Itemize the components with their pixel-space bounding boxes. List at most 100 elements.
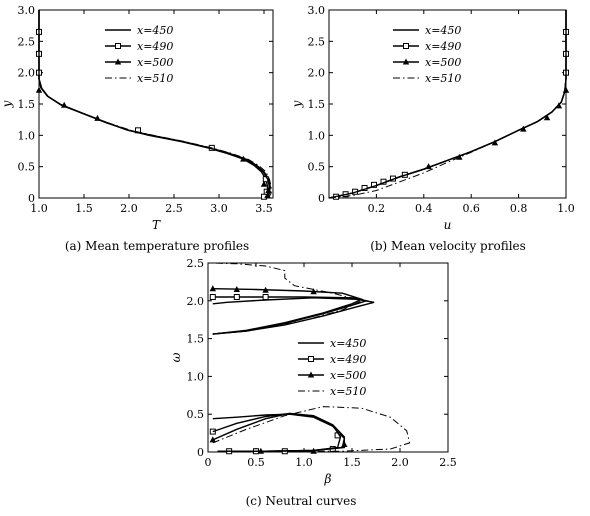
- legend-label-b-2: x=500: [425, 56, 461, 69]
- legend-label-b-3: x=510: [425, 72, 461, 85]
- y-tick-label-b-2: 1.0: [308, 129, 326, 142]
- chart-a: 1.0 1.5 2.0 2.5 3.0 3.5 0 0.5 1.0 1.5 2.0 2.5 3.0 Ty (…: [0, 4, 274, 253]
- marker-triangle-c-4-2: [262, 286, 269, 293]
- caption-c: (c) Neutral curves: [246, 494, 357, 508]
- series-line-a-2: [38, 10, 271, 199]
- marker-triangle-a-2-6: [35, 86, 43, 93]
- series-line-c-0: [212, 297, 375, 335]
- plot-frame-a: [38, 9, 274, 199]
- x-tick-label-b-0: 0.2: [368, 202, 386, 215]
- x-tick-label-c-3: 1.5: [343, 456, 361, 469]
- y-tick-label-a-2: 1.0: [18, 129, 36, 142]
- marker-square-c-2-0: [209, 294, 216, 301]
- series-line-c-4: [212, 288, 364, 335]
- y-axis-label-a: y: [0, 100, 14, 108]
- x-tick-label-a-1: 1.5: [75, 202, 93, 215]
- series-line-a-3: [38, 10, 272, 199]
- marker-triangle-a-2-5: [61, 101, 68, 108]
- legend-label-c-1: x=490: [330, 353, 366, 366]
- legend-label-c-3: x=510: [330, 385, 366, 398]
- x-axis-label-a: T: [152, 218, 161, 232]
- legend-label-b-0: x=450: [425, 24, 461, 37]
- y-tick-label-b-4: 2.0: [308, 67, 326, 80]
- x-tick-label-c-1: 0.5: [247, 456, 265, 469]
- marker-triangle-b-2-4: [543, 114, 551, 121]
- y-tick-label-b-0: 0: [318, 192, 325, 205]
- chart-b: 0.2 0.4 0.6 0.8 1.0 0 0.5 1.0 1.5 2.0 2.5 3.0 u y (b) …: [290, 4, 575, 253]
- series-line-c-1: [212, 413, 346, 452]
- series-line-b-2: [328, 10, 567, 199]
- y-tick-label-b-3: 1.5: [308, 98, 326, 111]
- legend-label-c-2: x=500: [330, 369, 366, 382]
- series-line-a-0: [38, 10, 272, 199]
- marker-square-c-legend-1: [308, 356, 314, 362]
- y-tick-label-c-0: 0: [197, 446, 204, 459]
- y-tick-label-b-1: 0.5: [308, 161, 326, 174]
- series-line-a-1: [38, 10, 269, 199]
- marker-triangle-b-2-2: [491, 139, 499, 146]
- marker-triangle-a-2-3: [240, 155, 247, 162]
- x-tick-label-b-2: 0.6: [462, 202, 480, 215]
- series-line-c-5: [212, 412, 345, 452]
- y-tick-label-b-6: 3.0: [308, 4, 326, 17]
- y-tick-label-c-1: 0.5: [187, 408, 205, 421]
- y-tick-label-c-2: 1.0: [187, 370, 205, 383]
- y-tick-label-c-5: 2.5: [187, 257, 205, 270]
- marker-triangle-c-4-3: [310, 288, 317, 295]
- marker-triangle-b-legend-2: [402, 58, 410, 65]
- y-tick-label-a-6: 3.0: [18, 4, 36, 17]
- x-tick-label-b-4: 1.0: [557, 202, 575, 215]
- legend-label-a-1: x=490: [137, 40, 173, 53]
- series-line-c-7: [212, 406, 411, 452]
- marker-triangle-c-4-1: [233, 285, 240, 292]
- caption-b: (b) Mean velocity profiles: [370, 239, 526, 253]
- plot-frame-c: [207, 262, 449, 453]
- y-tick-label-a-0: 0: [28, 192, 35, 205]
- marker-square-c-2-2: [262, 294, 269, 301]
- x-tick-label-b-1: 0.4: [415, 202, 433, 215]
- x-tick-label-a-3: 2.5: [165, 202, 183, 215]
- x-tick-label-a-4: 3.0: [210, 202, 228, 215]
- series-line-b-0: [328, 10, 567, 199]
- x-axis-label-c: β: [324, 472, 332, 486]
- y-tick-label-a-5: 2.5: [18, 35, 36, 48]
- legend-label-a-2: x=500: [137, 56, 173, 69]
- x-tick-label-a-5: 3.5: [255, 202, 273, 215]
- plot-frame-b: [328, 9, 567, 199]
- marker-triangle-a-legend-2: [114, 58, 122, 65]
- x-tick-label-c-0: 0: [205, 456, 212, 469]
- legend-label-b-1: x=490: [425, 40, 461, 53]
- x-axis-label-b: u: [444, 218, 452, 232]
- y-tick-label-a-1: 0.5: [18, 161, 36, 174]
- legend-label-a-3: x=510: [137, 72, 173, 85]
- legend-label-a-0: x=450: [137, 24, 173, 37]
- x-tick-label-c-5: 2.5: [439, 456, 457, 469]
- caption-a: (a) Mean temperature profiles: [65, 239, 249, 253]
- y-tick-label-c-3: 1.5: [187, 333, 205, 346]
- y-tick-label-a-3: 1.5: [18, 98, 36, 111]
- marker-triangle-b-2-0: [425, 163, 432, 170]
- marker-square-c-2-1: [233, 294, 240, 301]
- series-line-c-2: [212, 296, 370, 335]
- marker-square-a-legend-1: [115, 43, 121, 49]
- x-tick-label-a-0: 1.0: [30, 202, 48, 215]
- x-tick-label-b-3: 0.8: [510, 202, 528, 215]
- y-axis-label-b: y: [290, 100, 304, 108]
- marker-square-b-legend-1: [403, 43, 409, 49]
- series-line-b-3: [328, 10, 567, 199]
- series-line-b-1: [328, 10, 567, 199]
- y-tick-label-c-4: 2.0: [187, 295, 205, 308]
- marker-triangle-c-4-0: [209, 285, 216, 292]
- series-line-c-6: [212, 262, 364, 335]
- y-tick-label-b-5: 2.5: [308, 35, 326, 48]
- x-tick-label-a-2: 2.0: [120, 202, 138, 215]
- y-tick-label-a-4: 2.0: [18, 67, 36, 80]
- marker-triangle-a-2-1: [265, 186, 272, 193]
- chart-c: 0 0.5 1.0 1.5 2.0 2.5 0 0.5 1.0 1.5 2.0 2.5 β ω (c) Ne…: [169, 257, 457, 508]
- x-tick-label-c-2: 1.0: [295, 456, 313, 469]
- x-tick-label-c-4: 2.0: [391, 456, 409, 469]
- legend-label-c-0: x=450: [330, 337, 366, 350]
- marker-triangle-a-2-2: [260, 180, 268, 187]
- marker-triangle-c-legend-2: [307, 371, 315, 378]
